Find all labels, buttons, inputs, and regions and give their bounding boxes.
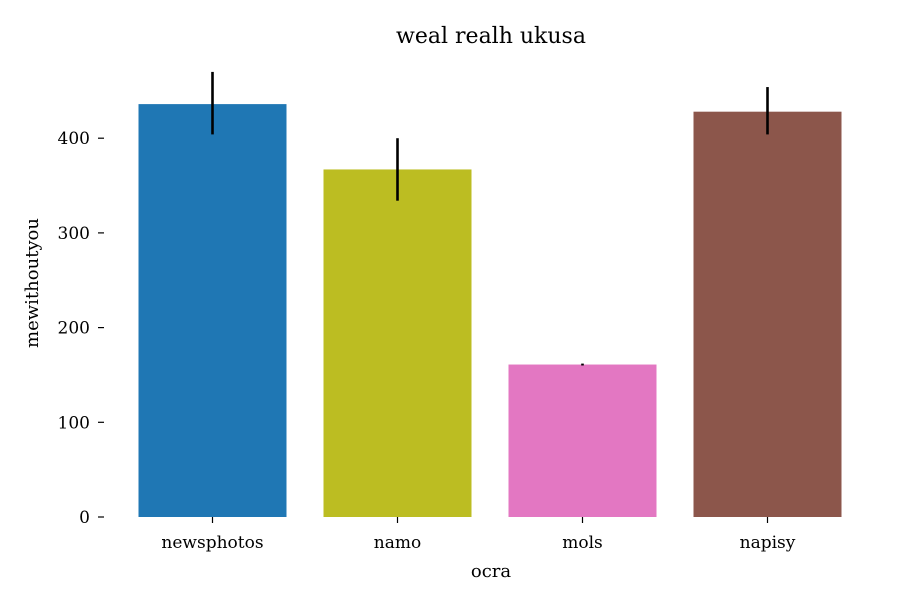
bar-newsphotos	[138, 104, 287, 517]
x-tick-label: newsphotos	[161, 533, 263, 553]
x-tick-label: mols	[562, 533, 603, 553]
x-tick-label: napisy	[740, 533, 796, 553]
x-axis: newsphotos namo mols napisy	[161, 517, 796, 553]
y-axis: 0 100 200 300 400	[58, 129, 104, 528]
chart-title: weal realh ukusa	[396, 24, 586, 49]
bars-group	[138, 104, 842, 518]
y-tick-label: 100	[58, 413, 90, 433]
y-tick-label: 200	[58, 319, 90, 339]
y-tick-label: 300	[58, 224, 90, 244]
bar-namo	[323, 169, 472, 518]
y-axis-label: mewithoutyou	[22, 218, 43, 348]
bar-mols	[508, 364, 657, 517]
x-axis-label: ocra	[471, 561, 512, 582]
bar-napisy	[693, 111, 842, 518]
error-bars-group	[211, 71, 769, 366]
y-tick-label: 400	[58, 129, 90, 149]
x-tick-label: namo	[374, 533, 421, 553]
y-tick-label: 0	[79, 508, 90, 528]
